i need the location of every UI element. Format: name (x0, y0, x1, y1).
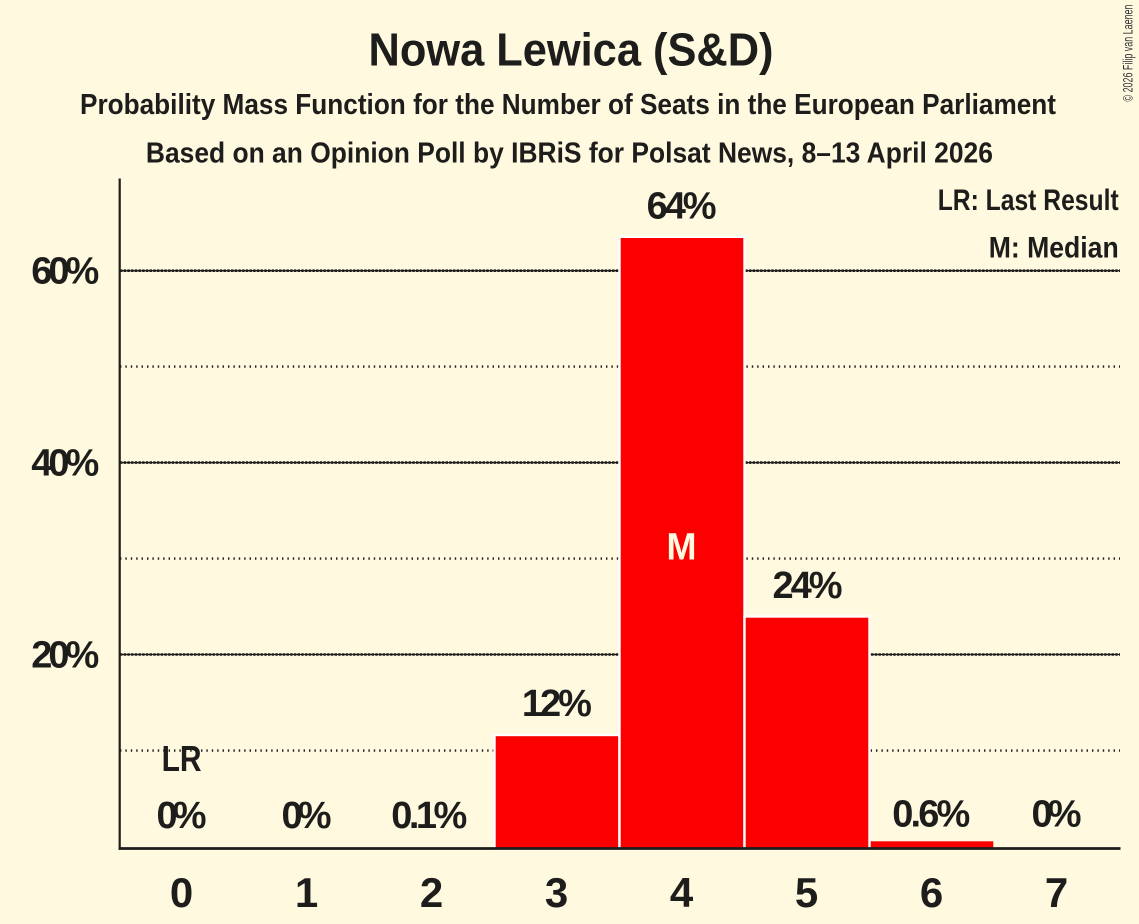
svg-text:60%: 60% (31, 251, 99, 293)
svg-text:© 2026 Filip van Laenen: © 2026 Filip van Laenen (1121, 5, 1136, 102)
svg-text:24%: 24% (773, 565, 843, 607)
svg-text:40%: 40% (31, 443, 99, 485)
svg-text:Nowa Lewica (S&D): Nowa Lewica (S&D) (369, 24, 774, 76)
svg-text:64%: 64% (647, 185, 717, 227)
svg-text:Based on an Opinion Poll by IB: Based on an Opinion Poll by IBRiS for Po… (146, 137, 993, 169)
svg-text:0.1%: 0.1% (391, 795, 467, 837)
svg-text:0%: 0% (282, 795, 332, 837)
svg-text:0.6%: 0.6% (892, 794, 970, 836)
svg-text:M: Median: M: Median (989, 232, 1119, 265)
svg-text:LR: LR (162, 738, 202, 779)
svg-text:7: 7 (1045, 869, 1068, 916)
svg-text:LR: Last Result: LR: Last Result (938, 184, 1119, 217)
svg-text:5: 5 (795, 869, 818, 916)
svg-text:2: 2 (420, 869, 443, 916)
svg-text:Probability Mass Function for: Probability Mass Function for the Number… (80, 89, 1056, 121)
svg-text:0%: 0% (157, 795, 207, 837)
svg-text:0%: 0% (1032, 794, 1082, 836)
svg-text:3: 3 (545, 869, 568, 916)
svg-text:4: 4 (670, 869, 694, 916)
svg-text:M: M (667, 526, 697, 568)
svg-text:20%: 20% (31, 634, 99, 676)
svg-text:6: 6 (920, 869, 943, 916)
svg-text:1: 1 (295, 869, 318, 916)
svg-text:12%: 12% (522, 683, 592, 725)
svg-text:0: 0 (170, 869, 193, 916)
